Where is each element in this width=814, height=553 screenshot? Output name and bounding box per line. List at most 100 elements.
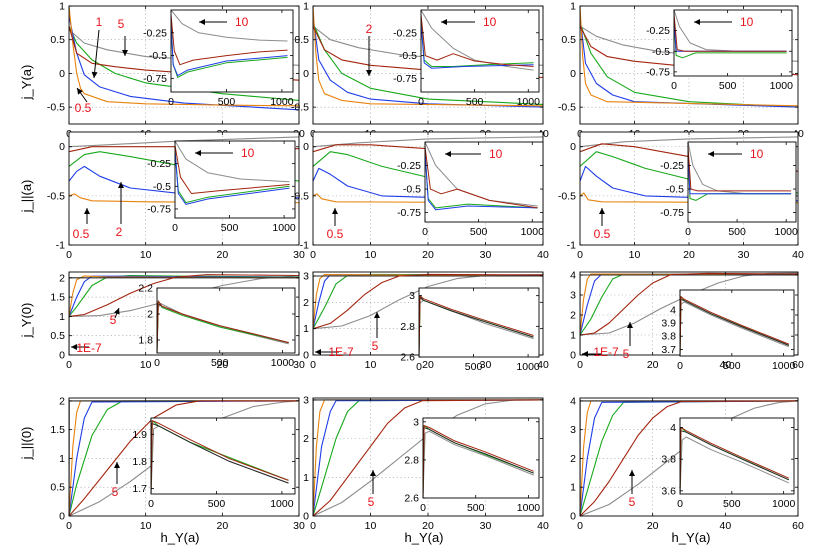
panel-r3-c1-xtick-label-1: 10 <box>140 359 152 371</box>
panel-r2-c3-group: 0 10 20 30 40 -1 -0.5 0 0.5 0 500 1000 -0.25 -0.5 -0.7… <box>558 131 804 261</box>
panel-r4-c2-xtick-label-3: 30 <box>480 520 492 532</box>
panel-r2-c1-series-0-5 <box>69 193 299 204</box>
panel-r3-c2-xtick-label-3: 30 <box>480 359 492 371</box>
panel-r1-c3-inset-background <box>674 10 792 76</box>
panel-r1-c2-annotation-arrow-0-head <box>366 70 372 76</box>
panel-r2-c3-series-1 <box>580 165 798 202</box>
panel-r4-c3-xtick-label-3: 60 <box>792 520 804 532</box>
panel-r1-c1-inset-ytick-label-0: -0.25 <box>143 27 167 39</box>
panel-r3-c2-annotation-label-0: 5 <box>372 339 379 353</box>
panel-r1-c1-annotation-arrow-1-head <box>122 50 128 56</box>
panel-r3-c3-ytick-label-0: 0 <box>570 350 576 362</box>
panel-r3-c3-inset-series-5 <box>680 296 789 356</box>
panel-r4-c2-series-5 <box>313 399 543 516</box>
panel-r1-c3-ytick-label-3: 1 <box>570 1 576 13</box>
panel-r3-c2-inset-group: 0 500 1000 2.6 2.8 3 <box>400 287 540 373</box>
panel-r1-c1-series-2 <box>69 25 299 101</box>
panel-r1-c3-inset-xtick-label-2: 1000 <box>770 80 794 92</box>
panel-r3-c2-annotation-arrow-1-head <box>315 349 321 355</box>
panel-r2-c1-ytick-label-2: 0 <box>59 141 65 153</box>
panel-r2-c2-inset-annotation-label: 10 <box>489 147 503 161</box>
panel-r2-c3-inset-group: 0 500 1000 -0.25 -0.5 -0.75 10 <box>660 141 798 238</box>
ylabel-row-1: j_Y(a) <box>19 65 34 101</box>
panel-r4-c3-inset-ytick-label-2: 4 <box>670 422 676 434</box>
panel-r3-c1-series-5 <box>69 274 299 317</box>
panel-r1-c1-annotation-label-1: 5 <box>118 17 125 31</box>
xlabel-col-2: h_Y(a) <box>404 530 443 545</box>
panel-r4-c2-xtick-label-0: 0 <box>310 520 316 532</box>
panel-r4-c3-ytick-label-0: 0 <box>570 511 576 523</box>
panel-r4-c3-xtick-label-2: 40 <box>719 520 731 532</box>
panel-r3-c1-annotation-label-1: 1E-7 <box>76 341 102 355</box>
panel-r1-c3-inset-ytick-label-2: -0.75 <box>646 66 670 78</box>
panel-r1-c2-series-0-5 <box>313 6 543 107</box>
panel-r1-c2-inset-xtick-label-2: 1000 <box>517 96 541 108</box>
panel-r4-c2-annotation-arrow-0-head <box>370 470 376 476</box>
panel-r3-c3-inset-ytick-label-1: 3.8 <box>661 331 676 343</box>
panel-r3-c2-xtick-label-0: 0 <box>310 359 316 371</box>
panel-r4-c3-annotation-arrow-0-head <box>629 470 635 476</box>
panel-r2-c1-frame <box>68 131 300 246</box>
panel-r4-c2-inset-ytick-label-2: 3 <box>413 416 419 428</box>
panel-r3-c1-inset-ytick-label-1: 2 <box>147 309 153 321</box>
panel-r3-c2-inset-ytick-label-2: 3 <box>409 290 415 302</box>
panel-r2-c3-annotation-arrow-0-head <box>599 208 605 214</box>
panel-r2-c2-inset-xtick-label-0: 0 <box>422 226 428 238</box>
panel-r2-c1-xtick-label-2: 20 <box>216 249 228 261</box>
panel-r2-c2-inset-xtick-label-2: 1000 <box>521 226 545 238</box>
panel-r4-c3-series-1 <box>580 400 798 516</box>
panel-r4-c2-inset-xtick-label-2: 1000 <box>517 502 541 514</box>
panel-r3-c3-group: 0 20 40 60 0 1 2 3 4 5 1E-7 0 500 1000 3.73.83.9 4 <box>570 270 804 373</box>
panel-r3-c3-inset-xtick-label-0: 0 <box>677 360 683 372</box>
panel-r1-c1-inset-series-10 <box>171 10 288 42</box>
panel-r1-c1-inset-xtick-label-1: 500 <box>218 96 236 108</box>
panel-r2-c2-inset-ytick-label-0: -0.25 <box>397 160 421 172</box>
panel-r2-c3-inset-ytick-label-0: -0.25 <box>660 160 684 172</box>
ylabel-row-2: j_||(a) <box>19 180 34 214</box>
panel-r1-c2-inset-ytick-label-2: -0.75 <box>393 73 417 85</box>
panel-r2-c1-annotation-arrow-0-head <box>84 208 90 214</box>
panel-r1-c3-series-2 <box>580 22 798 108</box>
panel-r1-c3-inset-group: 0 500 1000 -0.25 -0.5 -0.75 10 <box>646 9 794 92</box>
panel-r3-c2-ytick-label-2: 2 <box>303 297 309 309</box>
panel-r2-c1-inset-background <box>175 141 295 218</box>
panel-r1-c1-inset-xtick-label-0: 0 <box>168 96 174 108</box>
panel-r1-c2-inset-annotation-arrow-head <box>441 19 447 25</box>
panel-r4-c2-inset-xtick-label-1: 500 <box>467 502 485 514</box>
panel-r3-c1-inset-xtick-label-0: 0 <box>154 357 160 369</box>
panel-r3-c2-xtick-label-1: 10 <box>365 359 377 371</box>
panel-r4-c3-inset-xtick-label-0: 0 <box>677 498 683 510</box>
panel-r4-c1-xtick-label-0: 0 <box>66 520 72 532</box>
panel-r1-c2-ytick-label-0: -0.5 <box>291 102 309 114</box>
panel-r3-c1-frame <box>68 271 300 356</box>
panel-r4-c2-inset-group: 0 500 1000 2.6 2.8 3 <box>404 416 540 514</box>
panel-r4-c1-ytick-label-4: 2 <box>59 395 65 407</box>
panel-r4-c1-inset-xtick-label-0: 0 <box>148 498 154 510</box>
panel-r3-c1-xtick-label-0: 0 <box>66 359 72 371</box>
panel-r4-c1-inset-xtick-label-2: 1000 <box>270 498 294 510</box>
panel-r3-c1-xtick-label-3: 30 <box>293 359 305 371</box>
panel-r3-c2-inset-xtick-label-0: 0 <box>416 361 422 373</box>
panel-r4-c2-annotation-label-0: 5 <box>368 495 375 509</box>
panel-r1-c3-inset-xtick-label-0: 0 <box>671 80 677 92</box>
panel-r2-c3-series-0-5 <box>580 192 798 204</box>
panel-r1-c3-inset-annotation-label: 10 <box>740 15 754 29</box>
panel-r2-c3-xtick-label-4: 40 <box>792 249 804 261</box>
panel-r4-c1-ytick-label-3: 1.5 <box>50 424 65 436</box>
panel-r4-c3-xtick-label-1: 20 <box>647 520 659 532</box>
panel-r4-c3-group: 0 20 40 60 0 1 2 3 4 5 0 500 1000 3.6 3.8 4 <box>570 395 804 532</box>
panel-r2-c1-inset-xtick-label-1: 500 <box>221 222 239 234</box>
panel-r2-c3-ytick-label-1: -0.5 <box>558 190 576 202</box>
panel-r1-c2-series-1 <box>313 16 543 108</box>
panel-r2-c1-inset-ytick-label-2: -0.75 <box>147 203 171 215</box>
panel-r4-c3-ytick-label-2: 2 <box>570 453 576 465</box>
panel-r4-c1-inset-ytick-label-0: 1.7 <box>132 483 147 495</box>
panel-r2-c3-inset-ytick-label-1: -0.5 <box>666 184 684 196</box>
panel-r4-c1-ytick-label-0: 0 <box>59 511 65 523</box>
panel-r2-c1-xtick-label-1: 10 <box>140 249 152 261</box>
panel-r4-c3-inset-ytick-label-0: 3.6 <box>661 485 676 497</box>
panel-r2-c2-series-1 <box>313 167 543 202</box>
panel-r1-c1-frame <box>68 5 300 125</box>
xlabel-col-3: h_Y(a) <box>671 530 710 545</box>
panel-r3-c3-inset-xtick-label-2: 1000 <box>772 360 796 372</box>
